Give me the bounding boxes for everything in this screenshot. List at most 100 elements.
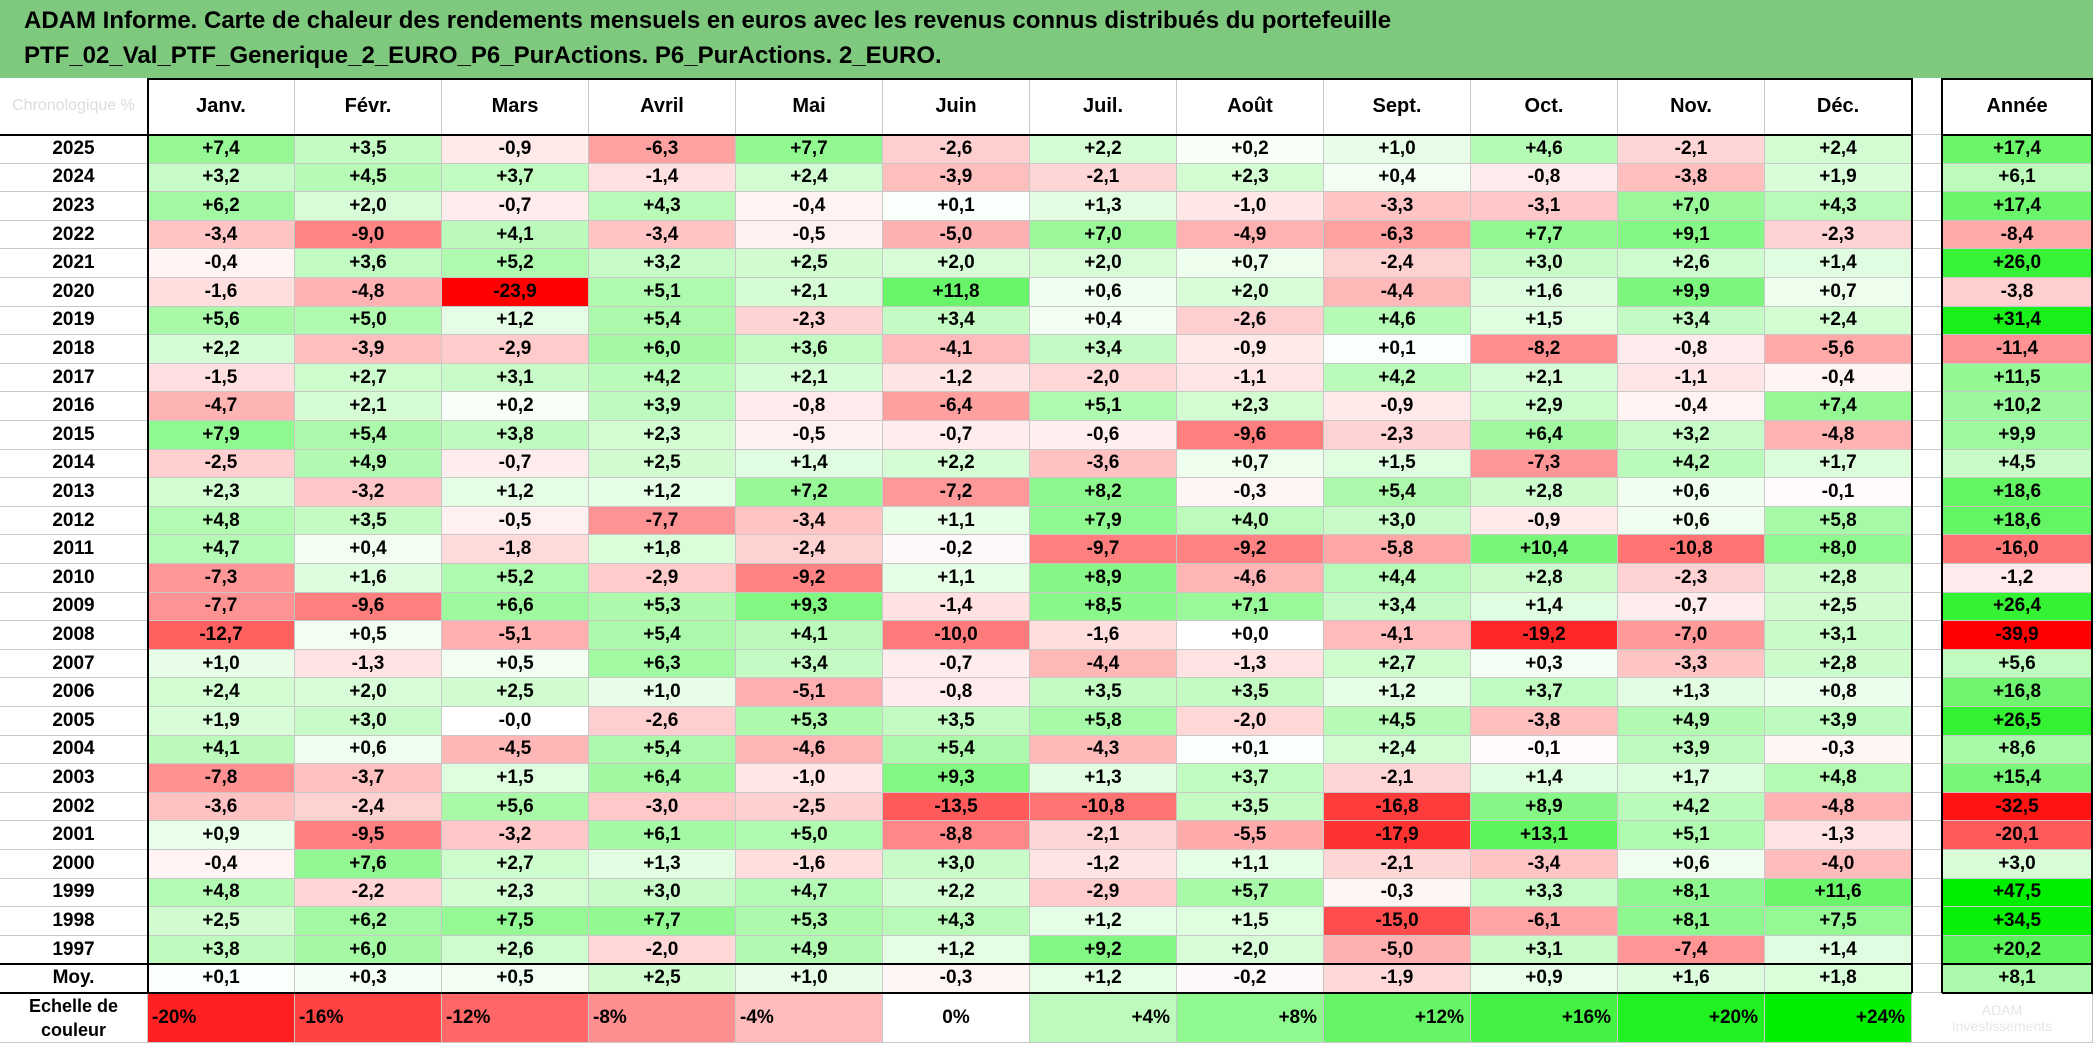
heatmap-cell: +5,3 [589, 592, 736, 622]
average-cell: +0,9 [1471, 964, 1618, 993]
heatmap-cell: +4,9 [1618, 707, 1765, 736]
heatmap-cell: +1,4 [1765, 935, 1912, 965]
heatmap-cell: +7,5 [442, 907, 589, 936]
heatmap-cell: +8,1 [1618, 878, 1765, 908]
grid-border [1911, 78, 1913, 993]
heatmap-cell: -2,0 [1177, 707, 1324, 736]
heatmap-cell: +1,1 [883, 506, 1030, 536]
heatmap-cell: +5,1 [1618, 821, 1765, 850]
heatmap-cell: -0,4 [1618, 392, 1765, 421]
heatmap-cell: +5,4 [295, 421, 442, 450]
gap-cell [1912, 506, 1942, 536]
heatmap-cell: +7,4 [148, 135, 295, 164]
heatmap-cell: -5,1 [736, 678, 883, 707]
heatmap-cell: +1,1 [1177, 850, 1324, 879]
gap-cell [1912, 678, 1942, 707]
heatmap-cell: +0,4 [295, 535, 442, 564]
heatmap-cell: +0,1 [883, 192, 1030, 221]
heatmap-cell: +4,3 [1765, 192, 1912, 221]
heatmap-cell: -2,4 [1324, 249, 1471, 278]
heatmap-cell: +8,9 [1030, 564, 1177, 593]
heatmap-cell: -13,5 [883, 792, 1030, 822]
row-year-label: 2011 [0, 535, 148, 564]
heatmap-cell: +2,2 [1030, 135, 1177, 164]
heatmap-cell: +3,8 [148, 935, 295, 965]
annual-cell: +31,4 [1942, 306, 2093, 336]
heatmap-cell: +7,7 [1471, 220, 1618, 250]
heatmap-cell: +1,5 [1471, 306, 1618, 336]
annual-cell: -20,1 [1942, 821, 2093, 850]
heatmap-cell: +1,1 [883, 564, 1030, 593]
heatmap-cell: -7,4 [1618, 935, 1765, 965]
heatmap-cell: -4,4 [1324, 278, 1471, 307]
annual-cell: +17,4 [1942, 192, 2093, 221]
heatmap-cell: +11,8 [883, 278, 1030, 307]
gap-cell [1912, 821, 1942, 850]
heatmap-cell: -6,1 [1471, 907, 1618, 936]
gap-cell [1912, 935, 1942, 965]
heatmap-cell: +6,6 [442, 592, 589, 622]
heatmap-cell: +4,2 [1618, 792, 1765, 822]
heatmap-cell: +3,7 [442, 163, 589, 193]
heatmap-cell: -0,3 [1324, 878, 1471, 908]
heatmap-cell: +1,6 [295, 564, 442, 593]
heatmap-cell: +7,1 [1177, 592, 1324, 622]
heatmap-cell: +13,1 [1471, 821, 1618, 850]
heatmap-cell: +3,0 [1324, 506, 1471, 536]
gap-cell [1912, 478, 1942, 507]
heatmap-cell: -7,7 [148, 592, 295, 622]
heatmap-cell: +4,8 [1765, 764, 1912, 793]
heatmap-cell: -0,8 [883, 678, 1030, 707]
heatmap-cell: +2,7 [295, 363, 442, 393]
heatmap-cell: +2,7 [442, 850, 589, 879]
heatmap-cell: -3,9 [883, 163, 1030, 193]
heatmap-cell: +2,8 [1765, 649, 1912, 679]
heatmap-cell: -1,3 [295, 649, 442, 679]
grid-border [1941, 78, 1943, 993]
heatmap-cell: +4,7 [148, 535, 295, 564]
heatmap-cell: -2,6 [1177, 306, 1324, 336]
heatmap-cell: +5,3 [736, 907, 883, 936]
color-scale-swatch: +12% [1324, 993, 1471, 1043]
row-year-label: 2001 [0, 821, 148, 850]
heatmap-cell: -0,5 [442, 506, 589, 536]
heatmap-cell: +4,8 [148, 878, 295, 908]
heatmap-cell: -0,7 [442, 449, 589, 479]
heatmap-cell: +8,2 [1030, 478, 1177, 507]
grid-border [147, 78, 149, 993]
heatmap-cell: -6,3 [1324, 220, 1471, 250]
heatmap-cell: +2,1 [736, 278, 883, 307]
heatmap-cell: +2,6 [1618, 249, 1765, 278]
color-scale-title: Echelle de couleur [0, 993, 148, 1043]
month-header: Août [1177, 78, 1324, 135]
heatmap-cell: +3,5 [295, 135, 442, 164]
heatmap-cell: -3,8 [1471, 707, 1618, 736]
annual-cell: +26,4 [1942, 592, 2093, 622]
heatmap-cell: -7,7 [589, 506, 736, 536]
heatmap-cell: +2,4 [736, 163, 883, 193]
color-scale-swatch: +24% [1765, 993, 1912, 1043]
heatmap-cell: -0,3 [1765, 735, 1912, 765]
heatmap-cell: +4,6 [1324, 306, 1471, 336]
heatmap-cell: +3,0 [1471, 249, 1618, 278]
heatmap-cell: +5,4 [589, 735, 736, 765]
color-scale-swatch: -4% [736, 993, 883, 1043]
heatmap-cell: +2,0 [1030, 249, 1177, 278]
heatmap-cell: +5,0 [295, 306, 442, 336]
heatmap-cell: -3,8 [1618, 163, 1765, 193]
heatmap-cell: +5,1 [1030, 392, 1177, 421]
annual-cell: +6,1 [1942, 163, 2093, 193]
color-scale-swatch: 0% [883, 993, 1030, 1043]
heatmap-cell: +4,7 [736, 878, 883, 908]
gap-cell [1912, 564, 1942, 593]
gap-cell [1912, 335, 1942, 364]
annual-cell: +5,6 [1942, 649, 2093, 679]
heatmap-cell: +6,2 [148, 192, 295, 221]
faint-note-line-2: Investissements [1951, 1017, 2053, 1034]
heatmap-cell: -2,1 [1324, 850, 1471, 879]
heatmap-cell: +1,7 [1765, 449, 1912, 479]
row-year-label: 2020 [0, 278, 148, 307]
heatmap-cell: -5,0 [883, 220, 1030, 250]
heatmap-cell: -0,2 [883, 535, 1030, 564]
heatmap-cell: +2,5 [1765, 592, 1912, 622]
